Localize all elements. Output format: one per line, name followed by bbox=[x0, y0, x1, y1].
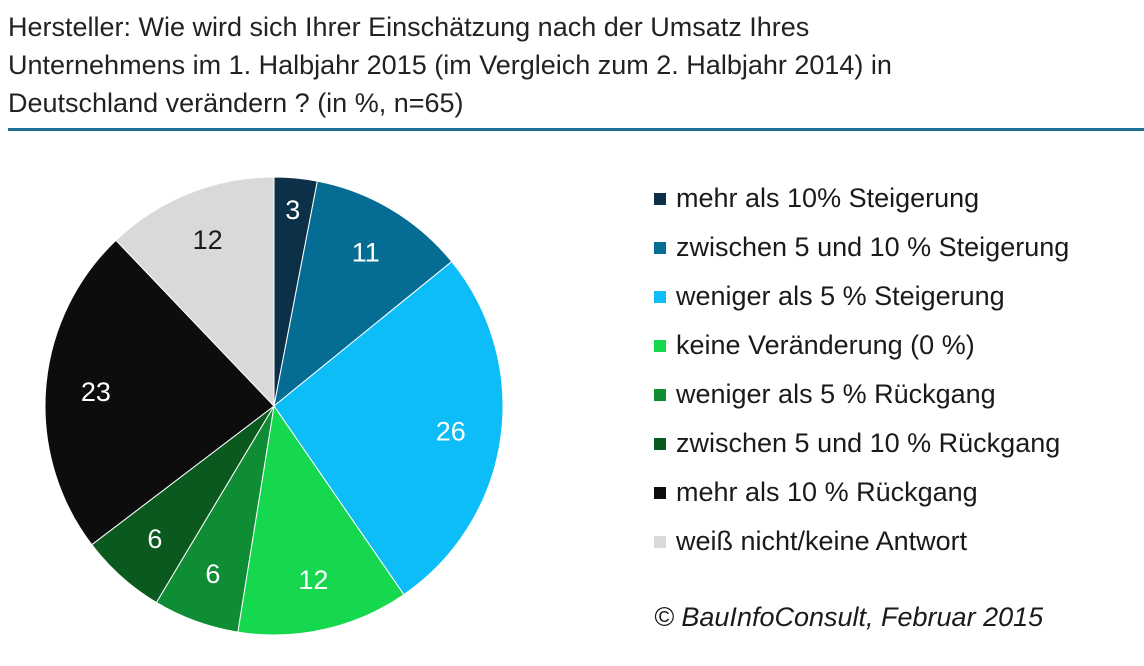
pie-slice bbox=[273, 260, 504, 596]
legend-label: weniger als 5 % Steigerung bbox=[676, 281, 1005, 311]
slice-value-label: 12 bbox=[193, 225, 223, 255]
legend-swatch bbox=[654, 535, 666, 548]
legend-swatch bbox=[654, 339, 666, 352]
source-note: © BauInfoConsult, Februar 2015 bbox=[654, 602, 1044, 632]
chart-title: Hersteller: Wie wird sich Ihrer Einschät… bbox=[8, 12, 892, 118]
legend-item: zwischen 5 und 10 % Rückgang bbox=[654, 419, 1069, 468]
pie-slice bbox=[273, 180, 453, 408]
pie-slice bbox=[115, 176, 275, 408]
legend-swatch bbox=[654, 192, 666, 205]
slice-value-label: 12 bbox=[298, 565, 328, 595]
legend-label: zwischen 5 und 10 % Steigerung bbox=[676, 232, 1070, 262]
legend-swatch bbox=[654, 486, 666, 499]
slice-value-label: 6 bbox=[147, 524, 162, 554]
slice-value-label: 26 bbox=[436, 416, 466, 446]
legend-label: mehr als 10% Steigerung bbox=[676, 183, 980, 213]
legend-item: mehr als 10% Steigerung bbox=[654, 174, 1069, 223]
legend-label: weiß nicht/keine Antwort bbox=[676, 526, 968, 556]
legend: mehr als 10% Steigerung zwischen 5 und 10… bbox=[654, 174, 1069, 566]
pie-slice bbox=[237, 404, 405, 636]
legend-item: zwischen 5 und 10 % Steigerung bbox=[654, 223, 1069, 272]
slice-value-label: 6 bbox=[205, 559, 220, 589]
legend-item: keine Veränderung (0 %) bbox=[654, 321, 1069, 370]
legend-label: mehr als 10 % Rückgang bbox=[676, 477, 978, 507]
legend-swatch bbox=[654, 388, 666, 401]
legend-label: zwischen 5 und 10 % Rückgang bbox=[676, 428, 1061, 458]
title-divider bbox=[8, 128, 1144, 131]
legend-item: weniger als 5 % Rückgang bbox=[654, 370, 1069, 419]
legend-label: keine Veränderung (0 %) bbox=[676, 330, 975, 360]
legend-item: weniger als 5 % Steigerung bbox=[654, 272, 1069, 321]
legend-swatch bbox=[654, 241, 666, 254]
legend-swatch bbox=[654, 437, 666, 450]
legend-item: mehr als 10 % Rückgang bbox=[654, 468, 1069, 517]
legend-label: weniger als 5 % Rückgang bbox=[676, 379, 996, 409]
slice-value-label: 23 bbox=[81, 377, 111, 407]
slice-value-label: 3 bbox=[285, 195, 300, 225]
pie-slice bbox=[44, 239, 275, 546]
slice-value-label: 11 bbox=[352, 238, 380, 268]
legend-item: weiß nicht/keine Antwort bbox=[654, 517, 1069, 566]
legend-swatch bbox=[654, 290, 666, 303]
